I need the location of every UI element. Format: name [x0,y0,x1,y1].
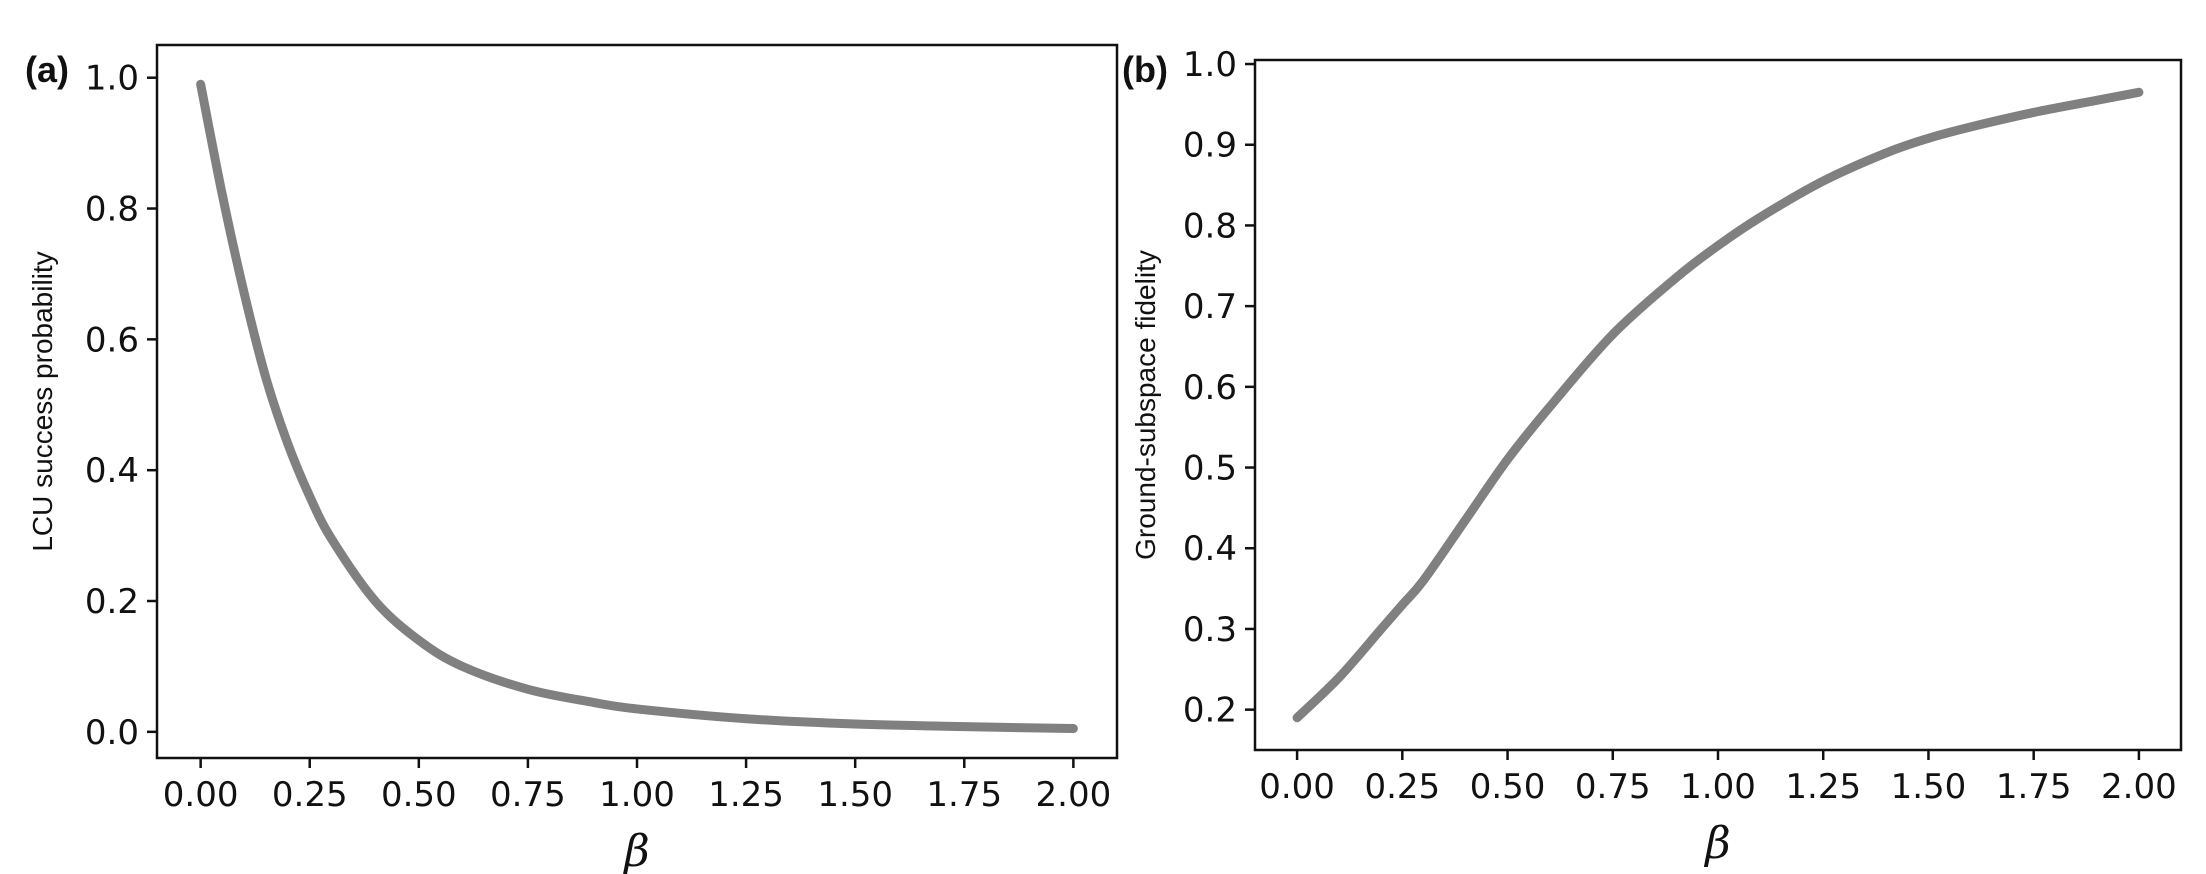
x-tick-label: 1.50 [817,775,893,815]
x-tick-label: 0.75 [1575,767,1651,807]
x-tick-label: 0.00 [163,775,239,815]
x-tick-label: 0.25 [1364,767,1440,807]
y-tick-label: 0.6 [85,320,139,360]
y-tick-label: 0.2 [1183,691,1237,731]
x-tick-label: 1.00 [599,775,675,815]
x-tick-label: 1.50 [1891,767,1967,807]
y-tick-label: 0.4 [1183,529,1237,569]
y-tick-label: 0.8 [1183,206,1237,246]
y-tick-label: 0.0 [85,713,139,753]
x-tick-label: 0.75 [490,775,566,815]
axes-frame [155,43,1119,760]
y-axis-label: Ground-subspace fidelity [1130,250,1161,560]
x-axis-label: β [622,826,649,874]
y-tick-label: 1.0 [85,59,139,99]
y-tick-label: 0.9 [1183,126,1237,166]
y-tick-label: 0.2 [85,582,139,622]
y-tick-label: 0.3 [1183,610,1237,650]
panel-b: 0.00 0.25 0.50 0.75 1.00 1.25 1.50 1.75 2.00 0.2 0… [1122,45,2183,869]
y-tick-label: 0.5 [1183,449,1237,489]
series-line [196,79,1078,734]
x-tick-label: 0.50 [381,775,457,815]
y-tick-label: 1.0 [1183,45,1237,85]
panel-a: 0.00 0.25 0.50 0.75 1.00 1.25 1.50 1.75 2.00 0.0 0… [25,43,1119,874]
x-tick-label: 1.75 [1996,767,2072,807]
x-tick-label: 0.50 [1470,767,1546,807]
y-tick-label: 0.7 [1183,287,1237,327]
series-line [1292,87,2144,723]
y-tick-label: 0.8 [85,190,139,230]
panel-label: (a) [25,49,69,90]
x-tick-label: 0.25 [272,775,348,815]
x-axis-label: β [1703,818,1730,869]
panel-label: (b) [1122,49,1168,90]
x-tick-label: 2.00 [2101,767,2177,807]
y-axis-label: LCU success probability [27,251,58,551]
x-tick-label: 1.75 [926,775,1002,815]
x-tick-label: 1.25 [1785,767,1861,807]
x-tick-label: 2.00 [1036,775,1112,815]
x-tick-label: 1.00 [1680,767,1756,807]
x-tick-label: 0.00 [1259,767,1335,807]
axes-frame [1253,58,2183,752]
y-tick-label: 0.6 [1183,368,1237,408]
x-tick-label: 1.25 [708,775,784,815]
y-tick-label: 0.4 [85,451,139,491]
